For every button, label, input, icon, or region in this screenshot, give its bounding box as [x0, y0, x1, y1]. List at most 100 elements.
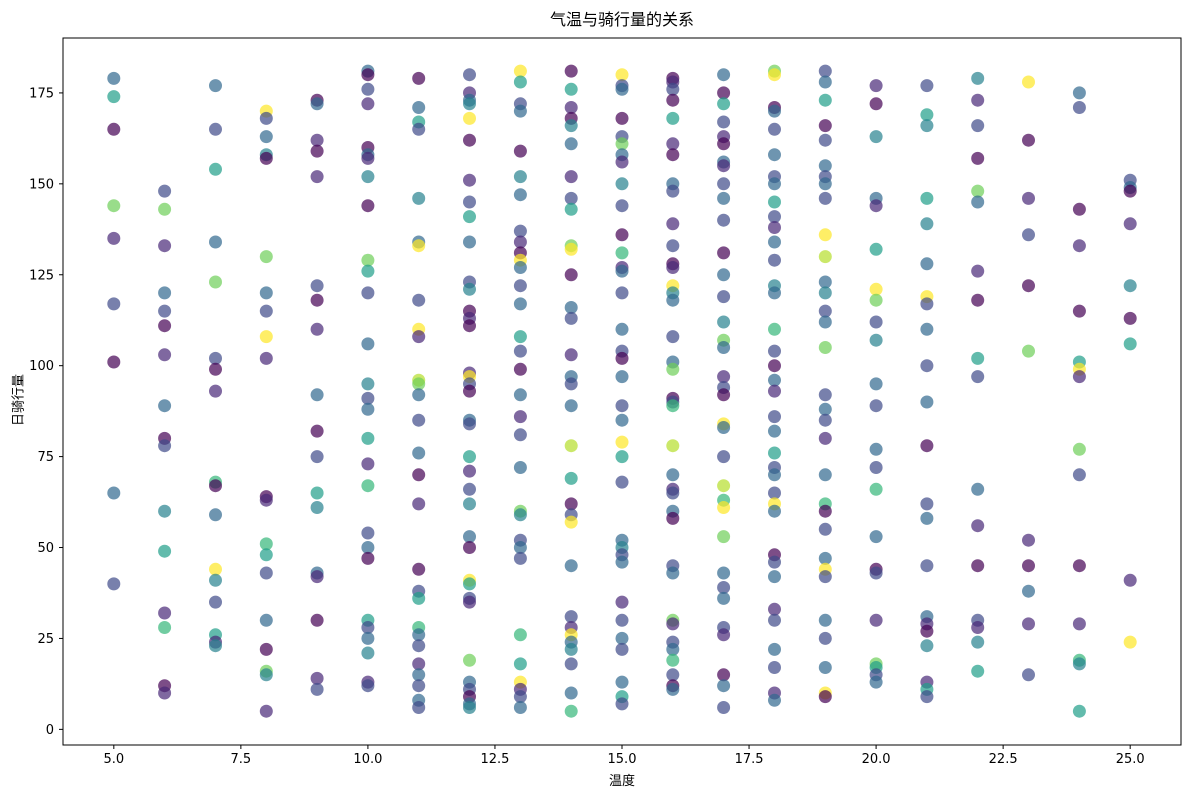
- scatter-point: [361, 68, 375, 82]
- scatter-point: [666, 486, 680, 500]
- scatter-point: [463, 497, 476, 511]
- scatter-point: [869, 79, 883, 93]
- scatter-point: [615, 286, 629, 300]
- scatter-point: [920, 439, 934, 453]
- scatter-point: [1123, 311, 1137, 325]
- scatter-point: [615, 642, 629, 656]
- x-tick-label: 5.0: [103, 752, 124, 767]
- scatter-point: [768, 693, 781, 707]
- scatter-point: [513, 75, 527, 89]
- scatter-point: [666, 137, 680, 151]
- scatter-point: [818, 75, 832, 89]
- scatter-point: [107, 231, 121, 245]
- scatter-point: [666, 668, 680, 682]
- scatter-point: [158, 686, 172, 700]
- scatter-point: [768, 410, 781, 424]
- scatter-point: [818, 93, 832, 107]
- scatter-point: [818, 341, 832, 354]
- scatter-point: [1072, 370, 1086, 384]
- scatter-point: [259, 111, 273, 125]
- scatter-point: [615, 675, 629, 689]
- scatter-point: [666, 93, 680, 107]
- scatter-point: [361, 151, 375, 165]
- scatter-point: [107, 90, 121, 104]
- scatter-point: [818, 228, 832, 242]
- scatter-point: [310, 450, 324, 464]
- scatter-point: [158, 399, 172, 413]
- scatter-point: [1072, 442, 1086, 456]
- scatter-point: [920, 217, 934, 231]
- scatter-point: [513, 508, 527, 522]
- scatter-point: [412, 591, 426, 605]
- scatter-point: [412, 101, 426, 114]
- scatter-point: [768, 122, 781, 136]
- scatter-point: [463, 482, 476, 496]
- scatter-point: [361, 253, 375, 267]
- scatter-point: [920, 624, 934, 638]
- scatter-point: [920, 690, 934, 704]
- scatter-point: [666, 642, 680, 656]
- scatter-point: [818, 64, 832, 78]
- scatter-point: [666, 261, 680, 274]
- scatter-point: [818, 177, 832, 191]
- scatter-point: [158, 202, 172, 216]
- scatter-point: [869, 97, 883, 111]
- scatter-point: [513, 657, 527, 671]
- scatter-point: [463, 577, 476, 591]
- scatter-point: [869, 461, 883, 474]
- scatter-point: [1022, 75, 1035, 89]
- scatter-point: [513, 144, 527, 158]
- scatter-point: [666, 330, 680, 344]
- scatter-point: [615, 399, 629, 413]
- scatter-point: [768, 602, 781, 616]
- scatter-point: [615, 199, 629, 213]
- scatter-point: [158, 348, 172, 362]
- scatter-point: [920, 395, 934, 409]
- x-tick-label: 10.0: [353, 752, 382, 767]
- scatter-point: [361, 391, 375, 405]
- scatter-point: [158, 544, 172, 558]
- scatter-point: [920, 559, 934, 573]
- scatter-point: [412, 71, 426, 85]
- scatter-point: [818, 522, 832, 536]
- scatter-point: [920, 191, 934, 205]
- scatter-point: [818, 631, 832, 645]
- scatter-point: [1022, 228, 1035, 242]
- scatter-point: [666, 682, 680, 696]
- scatter-point: [310, 144, 324, 158]
- scatter-point: [971, 264, 985, 278]
- scatter-point: [564, 242, 578, 256]
- scatter-point: [1123, 635, 1137, 649]
- scatter-point: [310, 97, 324, 111]
- scatter-point: [768, 177, 781, 191]
- scatter-point: [513, 170, 527, 184]
- scatter-point: [310, 293, 324, 307]
- scatter-point: [564, 119, 578, 133]
- scatter-point: [615, 322, 629, 336]
- scatter-point: [666, 239, 680, 253]
- scatter-point: [869, 675, 883, 689]
- scatter-point: [818, 250, 832, 264]
- scatter-point: [361, 457, 375, 471]
- scatter-point: [615, 137, 629, 151]
- scatter-point: [463, 210, 476, 224]
- y-tick-label: 175: [29, 86, 54, 101]
- scatter-point: [1022, 133, 1035, 147]
- scatter-point: [717, 191, 731, 205]
- scatter-point: [1123, 337, 1137, 351]
- scatter-point: [768, 424, 781, 438]
- scatter-point: [158, 304, 172, 318]
- scatter-point: [717, 97, 731, 111]
- y-tick-label: 0: [46, 723, 54, 738]
- scatter-point: [463, 133, 476, 147]
- scatter-point: [869, 377, 883, 391]
- scatter-point: [209, 79, 222, 93]
- scatter-point: [717, 479, 731, 493]
- scatter-point: [1072, 304, 1086, 318]
- scatter-point: [513, 235, 527, 249]
- scatter-point: [615, 450, 629, 464]
- scatter-point: [920, 497, 934, 511]
- scatter-point: [412, 497, 426, 511]
- scatter-point: [259, 704, 273, 718]
